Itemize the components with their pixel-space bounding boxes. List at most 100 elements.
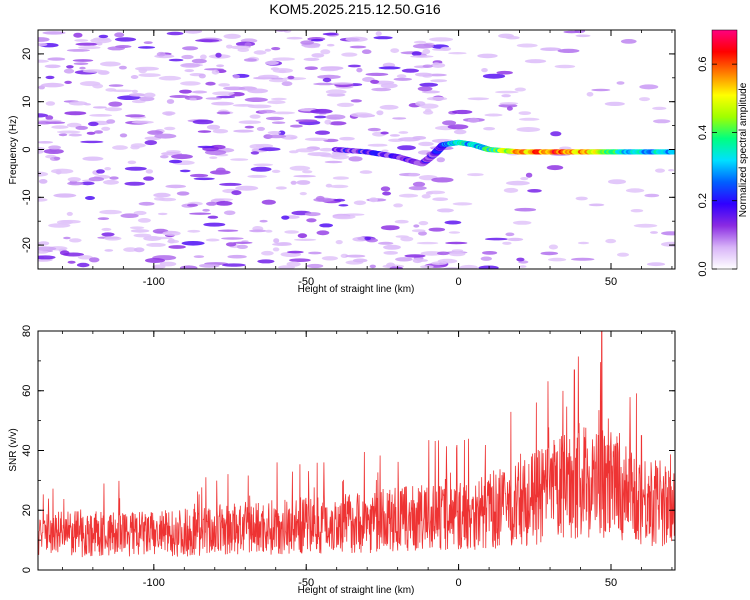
noise-blob <box>418 141 434 147</box>
noise-blob <box>143 176 155 181</box>
noise-blob <box>232 241 253 244</box>
noise-blob <box>271 47 281 51</box>
noise-blob <box>99 209 122 215</box>
noise-blob <box>92 83 104 89</box>
colorbar-tick-label: 0.2 <box>697 193 709 208</box>
noise-blob <box>588 203 605 207</box>
noise-blob <box>428 227 446 232</box>
noise-blob <box>264 48 272 52</box>
noise-blob <box>340 253 349 258</box>
noise-blob <box>527 189 542 193</box>
noise-blob <box>320 67 340 72</box>
noise-blob <box>216 111 231 115</box>
noise-blob <box>82 69 104 73</box>
noise-blob <box>411 51 422 57</box>
noise-blob <box>145 169 154 174</box>
noise-blob <box>38 171 48 177</box>
noise-blob <box>42 31 66 35</box>
noise-blob <box>247 174 268 178</box>
noise-blob <box>302 170 313 174</box>
colorbar-frame <box>711 29 738 270</box>
noise-blob <box>38 149 44 154</box>
noise-blob <box>215 201 233 206</box>
noise-blob <box>398 131 409 134</box>
noise-blob <box>68 101 88 106</box>
noise-blob <box>67 177 81 182</box>
noise-blob <box>653 119 671 124</box>
noise-blob <box>193 177 215 181</box>
noise-blob <box>268 78 288 83</box>
noise-blob <box>317 74 341 79</box>
noise-blob <box>38 246 57 251</box>
noise-blob <box>168 58 184 62</box>
noise-blob <box>575 34 591 38</box>
noise-blob <box>143 92 156 98</box>
noise-blob <box>131 89 138 94</box>
noise-blob <box>433 62 440 65</box>
noise-blob <box>272 57 295 61</box>
noise-blob <box>66 65 74 69</box>
noise-blob <box>345 254 366 258</box>
noise-blob <box>630 209 644 213</box>
noise-blob <box>92 106 107 109</box>
snr-x-label: Height of straight line (km) <box>298 585 415 596</box>
noise-blob <box>104 107 123 112</box>
noise-blob <box>249 144 264 149</box>
noise-blob <box>160 155 169 159</box>
noise-blob <box>328 121 347 126</box>
noise-blob <box>137 46 156 49</box>
noise-blob <box>321 256 338 261</box>
noise-blob <box>202 208 210 212</box>
noise-blob <box>505 232 515 237</box>
y-tick-label: 0 <box>21 146 33 152</box>
noise-blob <box>48 223 71 228</box>
x-tick-label: 50 <box>605 276 617 288</box>
noise-blob <box>335 240 343 245</box>
noise-blob <box>75 125 88 130</box>
noise-blob <box>51 125 69 129</box>
noise-blob <box>143 41 153 44</box>
y-tick-label: -20 <box>21 237 33 253</box>
noise-blob <box>516 43 538 48</box>
noise-blob <box>416 241 439 245</box>
noise-blob <box>128 93 146 97</box>
noise-blob <box>86 131 96 135</box>
noise-blob <box>45 101 56 106</box>
noise-blob <box>482 251 498 255</box>
noise-blob <box>431 261 447 266</box>
noise-blob <box>483 127 496 131</box>
noise-blob <box>165 184 186 189</box>
noise-blob <box>76 262 90 268</box>
noise-blob <box>38 113 48 118</box>
colorbar: 0.0 0.2 0.4 0.6 Normalized spectral amplitu… <box>697 29 749 277</box>
noise-blob <box>315 195 325 202</box>
noise-blob <box>448 251 466 257</box>
noise-blob <box>369 197 378 203</box>
colorbar-tick-label: 0.0 <box>697 261 709 276</box>
noise-blob <box>420 265 434 269</box>
noise-blob <box>467 97 490 101</box>
noise-blob <box>96 169 105 174</box>
noise-blob <box>169 95 190 98</box>
noise-blob <box>334 198 346 202</box>
noise-blob <box>398 137 421 142</box>
noise-blob <box>154 133 177 139</box>
noise-blob <box>644 193 660 198</box>
noise-blob <box>44 64 61 69</box>
noise-blob <box>499 102 519 105</box>
noise-blob <box>429 37 454 42</box>
noise-blob <box>203 222 226 227</box>
noise-blob <box>514 207 537 212</box>
noise-blob <box>620 39 637 44</box>
noise-blob <box>258 109 276 114</box>
noise-blob <box>88 257 100 263</box>
noise-blob <box>373 36 393 40</box>
noise-blob <box>306 218 317 223</box>
noise-blob <box>304 45 320 49</box>
noise-blob <box>124 166 147 171</box>
noise-blob <box>232 74 240 79</box>
noise-blob <box>103 236 122 241</box>
noise-blob <box>304 66 318 70</box>
noise-blob <box>275 186 287 190</box>
noise-blob <box>389 134 400 137</box>
